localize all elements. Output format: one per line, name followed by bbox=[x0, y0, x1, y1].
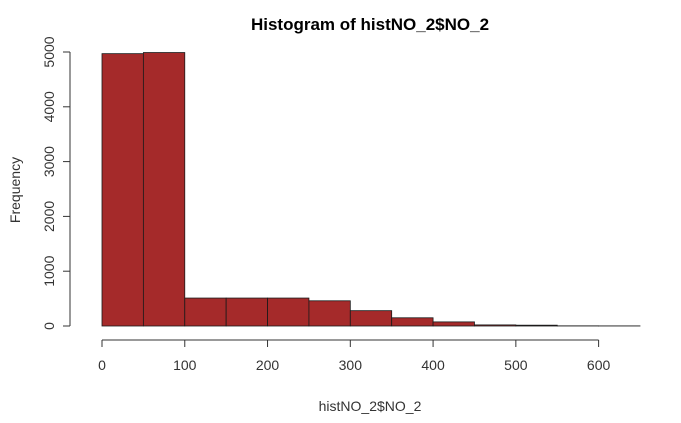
x-tick-label: 600 bbox=[587, 357, 611, 373]
histogram-bar bbox=[184, 297, 227, 327]
y-tick-label: 5000 bbox=[41, 36, 57, 67]
histogram-bar bbox=[225, 297, 268, 327]
x-tick-label: 400 bbox=[421, 357, 445, 373]
y-tick-label: 0 bbox=[41, 322, 57, 330]
x-tick-label: 200 bbox=[256, 357, 280, 373]
x-tick-label: 300 bbox=[339, 357, 363, 373]
histogram-bar bbox=[432, 321, 475, 327]
histogram-bar bbox=[142, 52, 186, 327]
bars-group bbox=[101, 52, 641, 327]
histogram-bar bbox=[515, 324, 558, 327]
x-axis-label: histNO_2$NO_2 bbox=[319, 398, 422, 414]
x-axis: 0 100 200 300 400 500 600 bbox=[98, 339, 611, 373]
y-axis-label: Frequency bbox=[7, 157, 23, 223]
y-axis: 0 1000 2000 3000 4000 5000 bbox=[41, 36, 71, 330]
histogram-bar bbox=[474, 324, 517, 327]
y-tick-label: 3000 bbox=[41, 146, 57, 177]
histogram-bar bbox=[349, 310, 393, 327]
chart-title: Histogram of histNO_2$NO_2 bbox=[251, 15, 489, 34]
histogram-bar bbox=[308, 300, 351, 327]
x-tick-label: 0 bbox=[98, 357, 106, 373]
x-tick-label: 500 bbox=[504, 357, 528, 373]
y-tick-label: 1000 bbox=[41, 255, 57, 286]
x-tick-label: 100 bbox=[173, 357, 197, 373]
histogram-bar bbox=[391, 317, 434, 327]
y-tick-label: 4000 bbox=[41, 91, 57, 122]
y-tick-label: 2000 bbox=[41, 201, 57, 232]
histogram-bar bbox=[101, 53, 144, 327]
histogram-bar bbox=[267, 297, 310, 327]
